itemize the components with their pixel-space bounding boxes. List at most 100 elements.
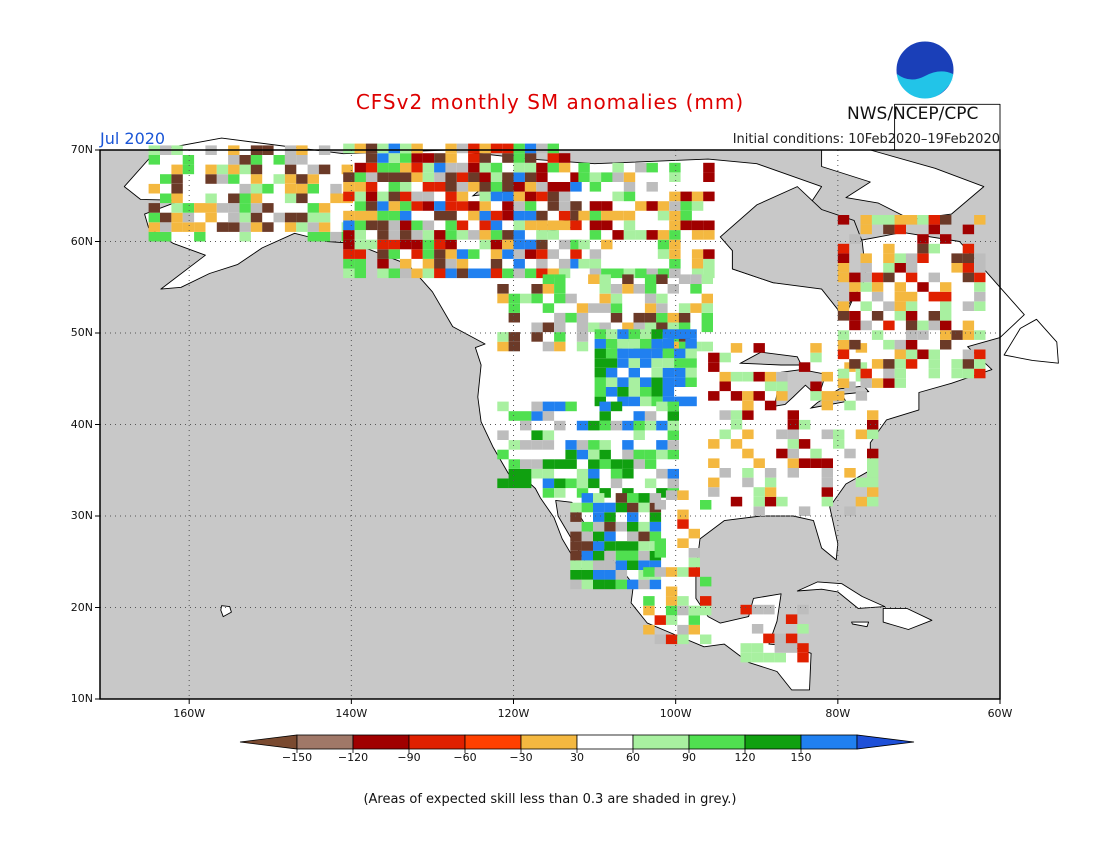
anomaly-cell (867, 419, 879, 430)
anomaly-cell (588, 420, 600, 431)
anomaly-cell (604, 541, 616, 551)
anomaly-cell (400, 239, 412, 250)
anomaly-cell (445, 258, 457, 269)
anomaly-cell (627, 541, 639, 551)
anomaly-cell (400, 153, 412, 163)
anomaly-cell (581, 521, 593, 532)
anomaly-cell (821, 487, 833, 497)
anomaly-cell (531, 332, 543, 342)
anomaly-cell (962, 253, 975, 263)
anomaly-cell (810, 381, 822, 392)
anomaly-cell (751, 652, 764, 663)
anomaly-cell (479, 172, 491, 182)
anomaly-cell (604, 531, 616, 542)
anomaly-cell (228, 164, 240, 175)
anomaly-cell (520, 420, 532, 431)
anomaly-cell (205, 212, 217, 223)
anomaly-cell (531, 468, 543, 479)
anomaly-cell (703, 162, 715, 173)
anomaly-cell (974, 330, 986, 340)
anomaly-cell (502, 191, 514, 202)
anomaly-cell (860, 320, 872, 331)
anomaly-cell (905, 320, 918, 331)
anomaly-cell (508, 478, 520, 489)
anomaly-cell (640, 338, 652, 349)
anomaly-cell (644, 478, 657, 489)
anomaly-cell (867, 429, 879, 440)
anomaly-cell (570, 258, 582, 269)
anomaly-cell (691, 249, 704, 259)
colorbar-swatch (408, 734, 466, 750)
anomaly-cell (678, 341, 691, 352)
anomaly-cell (400, 182, 412, 192)
colorbar-label: 150 (790, 751, 812, 764)
anomaly-cell (228, 193, 240, 204)
anomaly-cell (640, 396, 652, 407)
anomaly-cell (513, 201, 525, 211)
anomaly-cell (554, 341, 566, 352)
anomaly-cell (962, 368, 975, 379)
anomaly-cell (764, 371, 777, 382)
anomaly-cell (821, 429, 833, 440)
anomaly-cell (558, 162, 571, 173)
anomaly-cell (612, 210, 624, 221)
anomaly-cell (867, 468, 879, 478)
anomaly-cell (701, 303, 713, 313)
anomaly-cell (787, 419, 799, 430)
anomaly-cell (182, 222, 195, 232)
anomaly-cell (753, 487, 765, 497)
anomaly-cell (962, 243, 975, 254)
anomaly-cell (677, 634, 689, 645)
anomaly-cell (883, 339, 895, 350)
anomaly-cell (542, 401, 555, 412)
anomaly-cell (605, 367, 618, 378)
anomaly-cell (604, 502, 616, 513)
anomaly-cell (905, 359, 918, 369)
anomaly-cell (456, 143, 469, 154)
anomaly-cell (604, 550, 616, 561)
anomaly-cell (377, 162, 389, 173)
anomaly-cell (445, 239, 457, 250)
anomaly-cell (365, 220, 378, 231)
anomaly-cell (855, 343, 868, 353)
anomaly-cell (871, 215, 884, 225)
anomaly-cell (656, 449, 668, 460)
anomaly-cell (785, 614, 798, 624)
anomaly-cell (558, 268, 571, 279)
anomaly-cell (536, 258, 548, 269)
anomaly-cell (615, 550, 628, 561)
anomaly-cell (601, 201, 613, 211)
anomaly-cell (662, 338, 675, 349)
anomaly-cell (547, 220, 559, 231)
anomaly-cell (633, 322, 645, 333)
anomaly-cell (377, 230, 389, 240)
anomaly-cell (821, 496, 833, 507)
anomaly-cell (513, 191, 525, 202)
anomaly-cell (605, 358, 618, 368)
anomaly-cell (662, 377, 675, 387)
anomaly-cell (508, 459, 520, 469)
anomaly-cell (894, 349, 906, 360)
anomaly-cell (837, 330, 850, 340)
anomaly-cell (617, 377, 629, 387)
anomaly-cell (599, 420, 611, 431)
anomaly-cell (627, 493, 639, 503)
anomaly-cell (594, 338, 606, 349)
anomaly-cell (605, 377, 618, 387)
anomaly-cell (742, 400, 754, 411)
anomaly-cell (377, 143, 389, 154)
anomaly-cell (589, 230, 602, 240)
anomaly-cell (599, 274, 611, 284)
anomaly-cell (250, 183, 263, 194)
anomaly-cell (680, 210, 692, 221)
anomaly-cell (700, 634, 712, 645)
anomaly-cell (610, 420, 623, 431)
anomaly-cell (730, 343, 743, 353)
anomaly-cell (194, 231, 206, 242)
anomaly-cell (239, 193, 251, 204)
anomaly-cell (601, 268, 613, 279)
anomaly-cell (377, 201, 389, 211)
anomaly-cell (742, 429, 754, 440)
anomaly-cell (182, 155, 195, 165)
anomaly-cell (599, 440, 611, 450)
